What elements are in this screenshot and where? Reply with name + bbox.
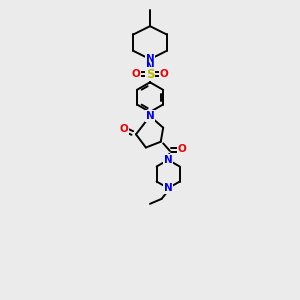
Text: N: N [164,183,172,193]
Text: O: O [119,124,128,134]
Text: O: O [178,144,187,154]
Text: N: N [146,111,154,121]
Text: O: O [160,69,168,79]
Text: N: N [146,62,154,72]
Text: O: O [132,69,140,79]
Text: S: S [146,68,154,80]
Text: N: N [146,54,154,64]
Text: N: N [164,155,172,165]
